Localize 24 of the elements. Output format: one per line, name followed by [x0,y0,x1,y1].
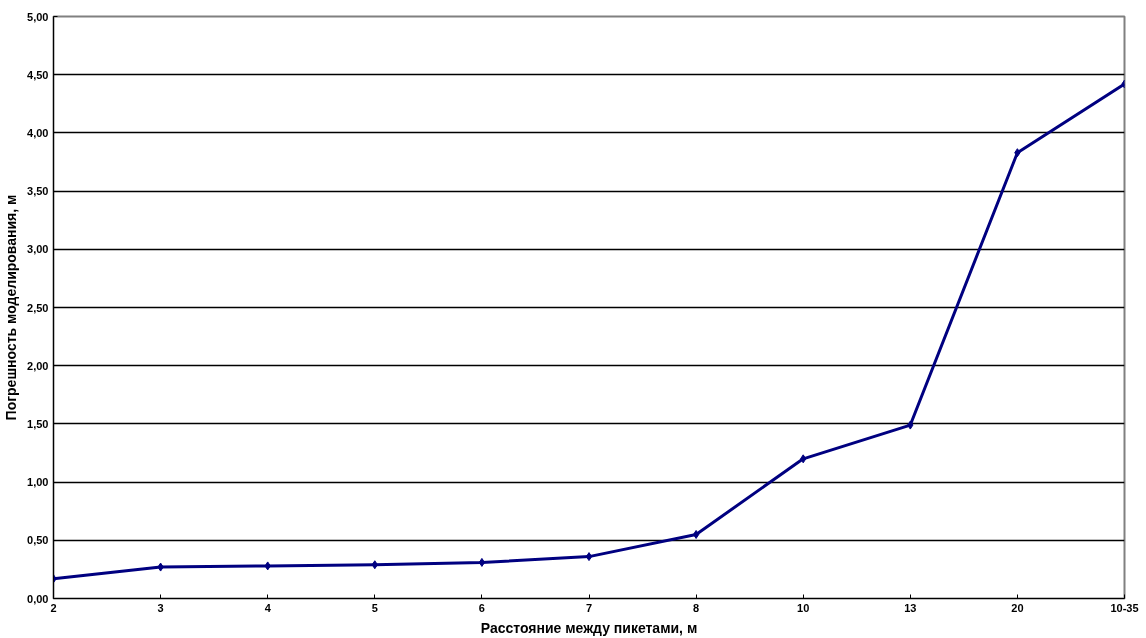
x-tick-label: 6 [478,601,485,614]
y-tick-label: 1,00 [27,476,49,489]
x-axis-title: Расстояние между пикетами, м [480,619,698,636]
y-tick-label: 2,50 [27,301,49,314]
x-tick-label: 13 [904,601,917,614]
y-tick-label: 1,50 [27,417,49,430]
x-tick-label: 10 [797,601,810,614]
y-tick-label: 2,00 [27,359,49,372]
x-tick-label: 3 [157,601,164,614]
x-tick-label: 2 [50,601,57,614]
x-tick-label: 10-35 [1110,601,1139,614]
y-axis-title: Погрешность моделирования, м [3,194,20,421]
y-tick-label: 0,00 [27,592,49,605]
x-tick-label: 7 [585,601,593,614]
y-tick-label: 3,00 [27,243,49,256]
y-tick-label: 5,00 [27,10,49,23]
x-tick-label: 5 [371,601,378,614]
x-tick-label: 4 [264,601,272,614]
y-tick-label: 4,50 [27,68,49,81]
y-tick-label: 0,50 [27,534,49,547]
x-tick-label: 8 [693,601,700,614]
x-tick-label: 20 [1011,601,1024,614]
y-tick-label: 3,50 [27,185,49,198]
y-tick-label: 4,00 [27,126,49,139]
